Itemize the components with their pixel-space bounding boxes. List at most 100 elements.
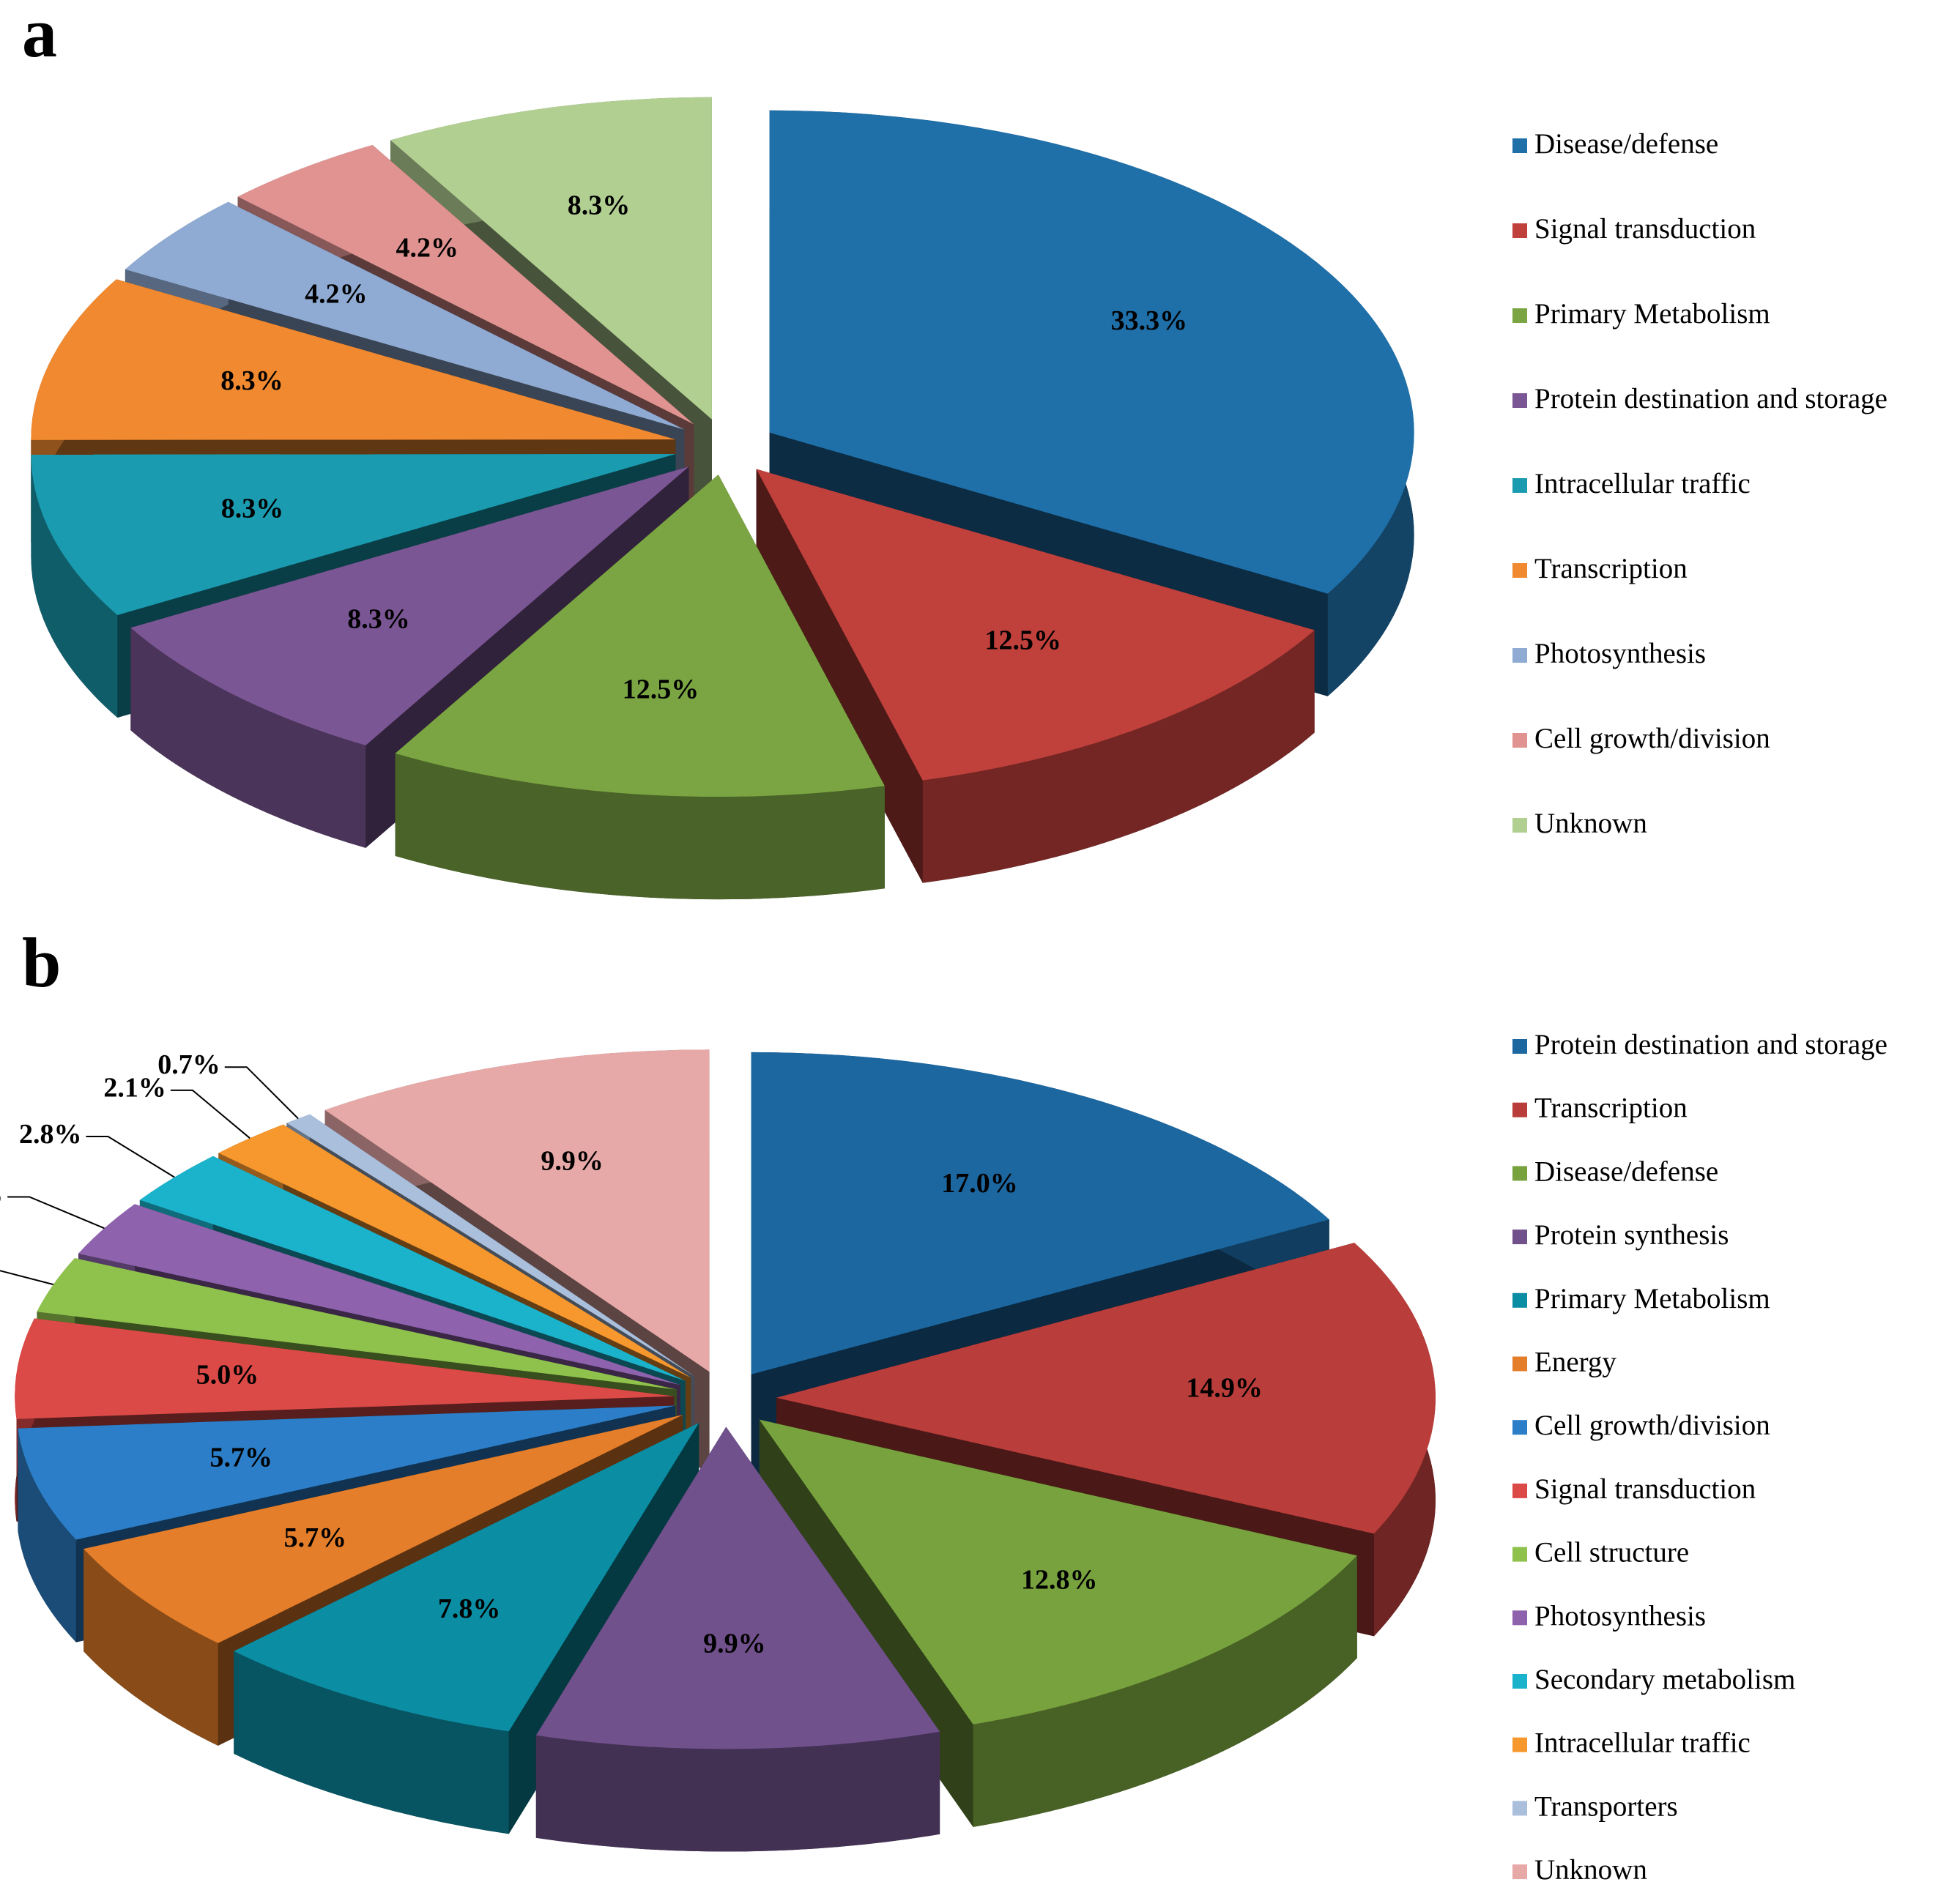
legend-swatch [1512, 1610, 1527, 1626]
legend-swatch [1512, 818, 1527, 833]
data-label: 4.2% [305, 279, 368, 310]
slice [776, 1243, 1436, 1534]
legend-swatch [1512, 1864, 1527, 1880]
legend-swatch [1512, 138, 1527, 153]
slice [31, 279, 676, 440]
legend-swatch [1512, 478, 1527, 493]
slice-side [130, 628, 366, 848]
panel-label: b [22, 923, 61, 1002]
leader-line [170, 1089, 250, 1139]
legend-swatch [1512, 1102, 1527, 1117]
data-label: 8.3% [568, 190, 631, 220]
slice [756, 469, 1315, 781]
slice [395, 475, 885, 797]
legend-label: Disease/defense [1534, 1156, 1718, 1187]
data-label: 12.5% [984, 625, 1061, 656]
legend-label: Cell structure [1534, 1537, 1689, 1569]
legend-label: Photosynthesis [1534, 638, 1706, 669]
slice [286, 1114, 694, 1377]
legend-label: Transcription [1534, 1093, 1688, 1124]
data-label: 5.7% [209, 1442, 272, 1473]
slice [234, 1423, 699, 1732]
legend-swatch [1512, 393, 1527, 408]
legend-label: Disease/defense [1534, 128, 1718, 160]
slice [37, 1258, 677, 1390]
data-label: 14.9% [1186, 1373, 1263, 1404]
slice [18, 1405, 676, 1540]
legend-swatch [1512, 308, 1527, 323]
legend-swatch [1512, 223, 1527, 238]
legend-label: Protein destination and storage [1534, 383, 1887, 414]
data-label: 8.3% [221, 493, 284, 524]
legend-label: Primary Metabolism [1534, 298, 1770, 330]
legend-swatch [1512, 1420, 1527, 1435]
leader-line [7, 1196, 105, 1229]
legend-label: Protein destination and storage [1534, 1029, 1887, 1060]
data-label: 8.3% [347, 603, 410, 634]
legend-label: Protein synthesis [1534, 1219, 1729, 1251]
legend-swatch [1512, 648, 1527, 663]
data-label: 5.7% [284, 1522, 347, 1553]
legend-swatch [1512, 1674, 1527, 1689]
legend-label: Unknown [1534, 808, 1647, 839]
legend-swatch [1512, 1229, 1527, 1245]
slice [237, 145, 694, 425]
data-label: 2.8% [19, 1119, 82, 1150]
slice [139, 1156, 686, 1381]
data-label: 17.0% [941, 1168, 1018, 1199]
slice [83, 1415, 683, 1643]
data-label: 5.0% [196, 1360, 259, 1391]
legend-swatch [1512, 1547, 1527, 1562]
slice [324, 1049, 710, 1372]
data-label: 9.9% [541, 1145, 604, 1176]
slice [395, 475, 885, 900]
legend-swatch [1512, 1292, 1527, 1308]
data-label: 33.3% [1111, 305, 1188, 336]
slice [218, 1124, 691, 1378]
legend-swatch [1512, 1166, 1527, 1181]
legend-label: Secondary metabolism [1534, 1664, 1795, 1695]
legend-label: Unknown [1534, 1854, 1647, 1886]
legend-label: Signal transduction [1534, 213, 1756, 245]
data-label: 7.8% [438, 1593, 501, 1624]
leader-line [224, 1066, 299, 1120]
slice [769, 110, 1414, 594]
legend-label: Primary Metabolism [1534, 1283, 1770, 1314]
legend-swatch [1512, 1356, 1527, 1372]
data-label: 2.8% [0, 1179, 3, 1210]
slice-side [395, 753, 885, 900]
data-label: 2.1% [103, 1073, 166, 1104]
slice [751, 1052, 1329, 1374]
legend-swatch [1512, 733, 1527, 748]
legend-swatch [1512, 563, 1527, 578]
slice-side [83, 1549, 218, 1746]
slice-side [234, 1651, 509, 1834]
slice [78, 1204, 680, 1385]
slice [756, 469, 1315, 883]
slice [535, 1426, 940, 1852]
data-label: 0.7% [157, 1049, 220, 1080]
legend-label: Transporters [1534, 1790, 1678, 1822]
data-label: 4.2% [396, 233, 459, 264]
data-label: 8.3% [220, 365, 283, 396]
legend-swatch [1512, 1039, 1527, 1054]
slice [15, 1318, 675, 1419]
slice-side [31, 454, 118, 718]
legend-label: Transcription [1534, 553, 1688, 584]
slice [31, 453, 676, 615]
slice-side [535, 1731, 940, 1852]
slice [759, 1419, 1357, 1725]
slice [125, 201, 685, 430]
slice-side [973, 1555, 1357, 1827]
legend-label: Intracellular traffic [1534, 468, 1751, 499]
legend-label: Cell growth/division [1534, 1410, 1770, 1441]
legend-label: Cell growth/division [1534, 723, 1770, 754]
legend-swatch [1512, 1483, 1527, 1498]
slice [759, 1419, 1357, 1827]
slice-side [922, 630, 1315, 883]
legend-label: Photosynthesis [1534, 1600, 1706, 1632]
legend-label: Signal transduction [1534, 1473, 1756, 1505]
slice-side [18, 1428, 76, 1643]
legend-label: Intracellular traffic [1534, 1727, 1751, 1759]
